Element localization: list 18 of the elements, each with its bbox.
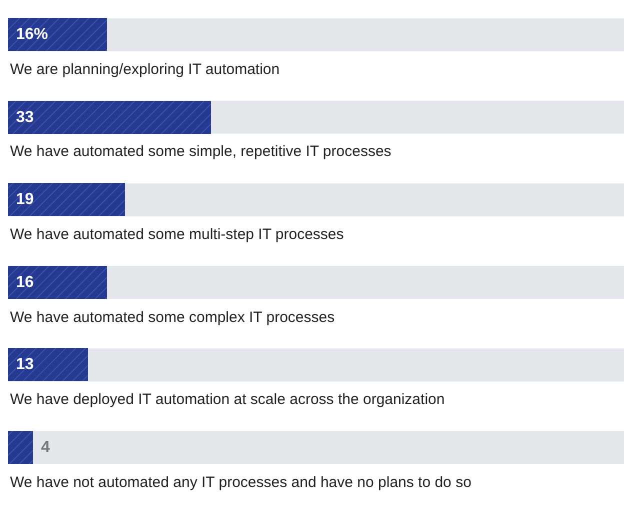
y-tick-label: We have automated some simple, repetitive IT processes — [10, 143, 392, 160]
bar — [8, 266, 107, 299]
y-tick-label: We have not automated any IT processes and have no plans to do so — [10, 474, 472, 491]
data-label: 19 — [16, 191, 34, 208]
bar — [8, 18, 107, 51]
y-tick-label: We have automated some complex IT processes — [10, 309, 335, 326]
bar — [8, 431, 33, 464]
bar — [8, 101, 211, 134]
data-label: 4 — [41, 439, 50, 456]
data-label: 33 — [16, 109, 34, 126]
data-label: 13 — [16, 356, 34, 373]
data-label: 16 — [16, 274, 34, 291]
bar — [8, 183, 125, 216]
data-label: 16% — [16, 26, 48, 43]
y-tick-label: We have deployed IT automation at scale across the organization — [10, 391, 445, 408]
y-tick-label: We have automated some multi-step IT processes — [10, 226, 344, 243]
bar — [8, 348, 88, 381]
y-tick-label: We are planning/exploring IT automation — [10, 61, 280, 78]
